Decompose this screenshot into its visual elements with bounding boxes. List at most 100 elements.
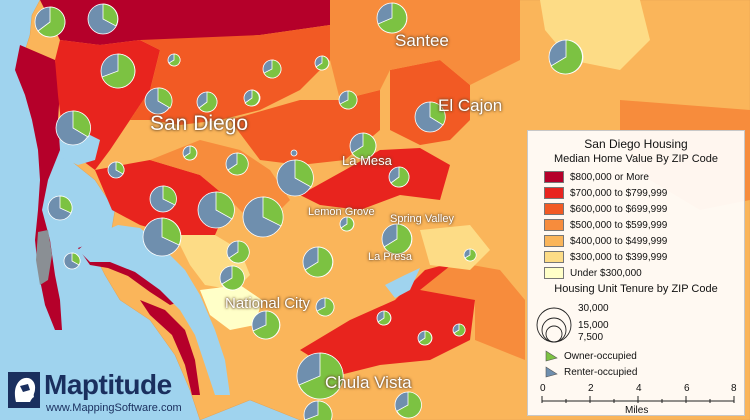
legend-class-row: $500,000 to $599,999	[544, 219, 667, 231]
legend-owner-row: Owner-occupied	[544, 350, 637, 362]
owner-wedge-icon	[545, 350, 558, 362]
label-chula-vista: Chula Vista	[325, 373, 412, 392]
legend-class-label: $800,000 or More	[570, 171, 649, 183]
pie-chart	[107, 161, 125, 179]
legend-class-row: Under $300,000	[544, 267, 642, 279]
pie-chart	[315, 297, 335, 317]
legend-owner-label: Owner-occupied	[564, 350, 637, 362]
legend-size-label: 15,000	[578, 320, 609, 331]
scale-tick-label: 4	[636, 383, 642, 394]
pie-chart	[242, 196, 284, 238]
pie-chart	[197, 191, 235, 229]
legend-swatch	[544, 267, 564, 279]
pie-chart	[296, 352, 344, 400]
size-circle-large	[536, 307, 572, 343]
legend-swatch	[544, 203, 564, 215]
label-la-presa: La Presa	[368, 251, 413, 263]
legend-class-label: $700,000 to $799,999	[570, 187, 668, 199]
pie-chart	[251, 310, 281, 340]
logo-head-icon	[8, 372, 40, 408]
pie-chart	[388, 166, 410, 188]
tenure-pies	[34, 2, 584, 420]
zone-national-city	[200, 285, 262, 330]
legend-value-heading: Median Home Value By ZIP Code	[553, 153, 719, 165]
legend-renter-label: Renter-occupied	[564, 366, 638, 378]
pie-chart	[290, 149, 298, 157]
legend-class-label: $500,000 to $599,999	[570, 219, 668, 231]
scale-tick-label: 0	[540, 383, 546, 394]
legend-class-row: $600,000 to $699,999	[544, 203, 667, 215]
pie-chart	[339, 216, 355, 232]
pie-chart	[338, 90, 358, 110]
legend-swatch	[544, 187, 564, 199]
industrial-strip	[36, 230, 52, 285]
pie-chart	[55, 110, 91, 146]
legend-class-row: $300,000 to $399,999	[544, 251, 667, 263]
pie-chart	[394, 391, 422, 419]
scale-bar	[541, 396, 735, 403]
maptitude-logo: Maptitude www.MappingSoftware.com	[8, 369, 198, 416]
legend-class-label: $300,000 to $399,999	[570, 251, 668, 263]
zone-orange-1	[330, 0, 520, 100]
pie-chart	[142, 217, 182, 257]
pie-chart	[219, 265, 245, 291]
renter-wedge-icon	[545, 366, 558, 378]
pie-chart	[226, 240, 250, 264]
pie-chart	[196, 91, 218, 113]
pie-chart	[225, 152, 249, 176]
pie-chart	[414, 101, 446, 133]
zone-orange-red-2	[230, 90, 380, 165]
scale-tick-label: 2	[588, 383, 594, 394]
pie-chart	[452, 323, 466, 337]
pie-chart	[376, 310, 392, 326]
scale-unit-label: Miles	[625, 405, 649, 416]
size-circle-medium	[541, 317, 567, 343]
pie-chart	[381, 223, 413, 255]
pie-chart	[87, 3, 119, 35]
pie-chart	[47, 195, 73, 221]
pie-chart	[100, 53, 136, 89]
legend-swatch	[544, 235, 564, 247]
pie-chart	[276, 159, 314, 197]
legend-class-row: $800,000 or More	[544, 171, 649, 183]
pie-chart	[314, 55, 330, 71]
legend-swatch	[544, 219, 564, 231]
scale-tick-label: 8	[731, 383, 737, 394]
size-circle-small	[545, 325, 563, 343]
reservoir	[385, 268, 420, 298]
san-diego-bay	[78, 225, 230, 395]
scale-tick-label: 6	[684, 383, 690, 394]
label-santee: Santee	[395, 31, 449, 50]
legend-renter-row: Renter-occupied	[544, 366, 637, 378]
legend-tenure-heading: Housing Unit Tenure by ZIP Code	[554, 283, 718, 295]
coronado-strip	[140, 300, 200, 395]
pie-chart	[303, 400, 333, 420]
pie-chart	[302, 246, 334, 278]
label-spring-valley: Spring Valley	[390, 213, 454, 225]
logo-url[interactable]: www.MappingSoftware.com	[46, 402, 182, 414]
legend-class-label: Under $300,000	[570, 267, 642, 279]
zone-orange-4	[420, 262, 525, 360]
legend-class-row: $700,000 to $799,999	[544, 187, 667, 199]
pie-chart	[34, 6, 66, 38]
pie-chart	[243, 89, 261, 107]
legend-class-label: $400,000 to $499,999	[570, 235, 668, 247]
zone-la-mesa-red	[300, 148, 450, 210]
pie-chart	[349, 132, 377, 160]
pie-chart	[463, 248, 477, 262]
pie-chart	[548, 39, 584, 75]
legend-class-label: $600,000 to $699,999	[570, 203, 668, 215]
legend-class-row: $400,000 to $499,999	[544, 235, 667, 247]
label-lemon-grove: Lemon Grove	[308, 206, 375, 218]
pie-chart	[417, 330, 433, 346]
legend-swatch	[544, 171, 564, 183]
zone-orange-red-1	[130, 25, 330, 125]
pie-chart	[63, 252, 81, 270]
pie-chart	[149, 185, 177, 213]
pie-chart	[262, 59, 282, 79]
legend-size-label: 30,000	[578, 303, 609, 314]
legend-size-label: 7,500	[578, 332, 604, 343]
label-la-mesa: La Mesa	[342, 153, 392, 168]
label-national-city: National City	[225, 295, 311, 312]
pie-chart	[167, 53, 181, 67]
